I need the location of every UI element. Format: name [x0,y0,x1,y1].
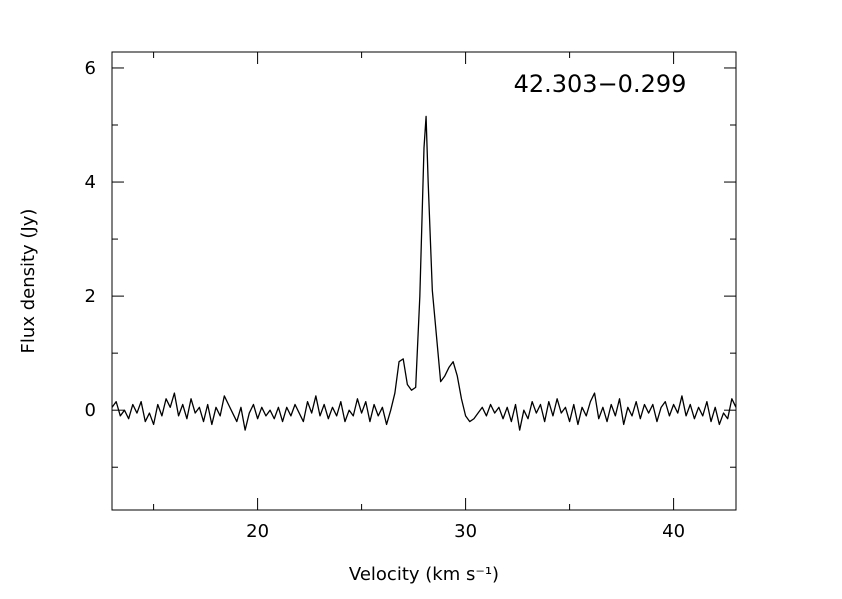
plot-frame [111,51,737,511]
y-axis-label: Flux density (Jy) [18,209,39,354]
spectrum-line [111,115,737,431]
y-tick-label: 6 [85,58,96,79]
x-tick-label: 40 [662,521,685,542]
annotation: 42.303−0.299 [514,70,687,98]
y-tick-label: 0 [85,400,96,421]
x-tick-label: 20 [246,521,269,542]
x-tick-label: 30 [454,521,477,542]
y-tick-label: 2 [85,286,96,307]
x-axis-label: Velocity (km s⁻¹) [349,564,499,585]
y-tick-label: 4 [85,172,96,193]
